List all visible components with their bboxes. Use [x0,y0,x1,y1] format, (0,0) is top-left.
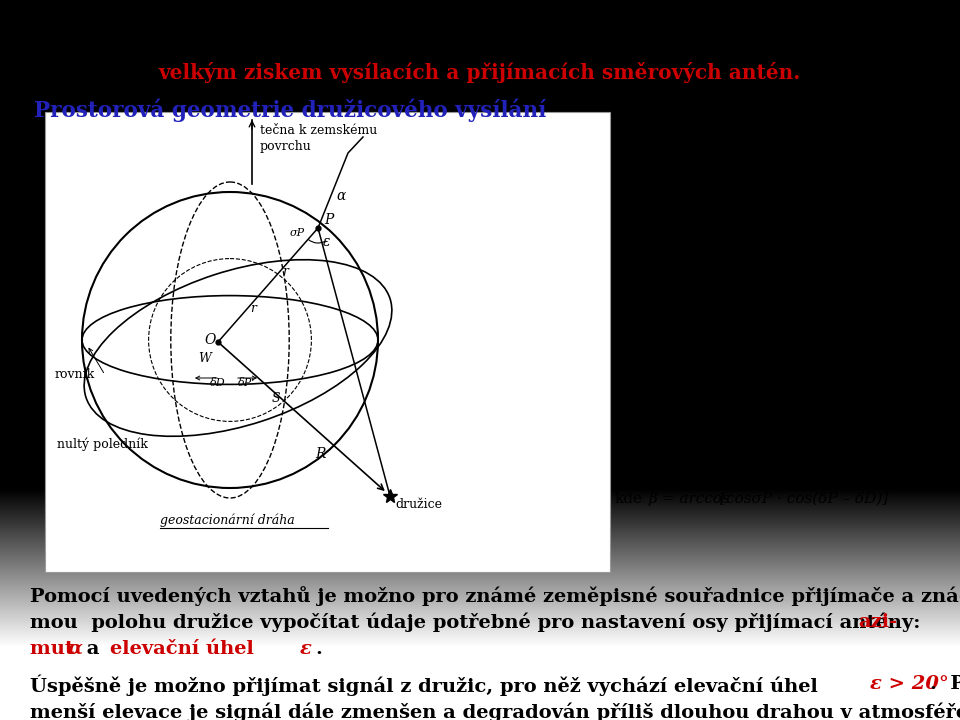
Text: ⎤: ⎤ [855,427,871,464]
Text: přijímací antény: přijímací antény [690,254,816,269]
Text: ·: · [798,421,807,435]
Text: δD,  δP: δD, δP [625,119,680,133]
Text: elevační úhel: elevační úhel [110,640,260,658]
Text: zeměpisná šířka přijímače: zeměpisná šířka přijímače [690,168,892,183]
Text: r: r [282,265,288,278]
Text: ε: ε [300,640,312,658]
Text: ...: ... [655,204,669,218]
Text: R: R [315,447,325,461]
Text: Protože  výkon transponderů  družice je omezen (stovky W), je třeba toto zmenšen: Protože výkon transponderů družice je om… [11,28,949,50]
Text: azi-: azi- [858,613,898,631]
Text: kde: kde [615,492,643,506]
Text: O: O [204,333,215,347]
Text: α: α [336,189,346,203]
Text: velkým ziskem vysílacích a přijímacích směrových antén.: velkým ziskem vysílacích a přijímacích s… [158,62,801,83]
Text: elevační úhel osy: elevační úhel osy [690,238,823,253]
Text: W: W [198,352,211,365]
Text: přijímače: přijímače [690,134,762,149]
Text: geostacionární dráha: geostacionární dráha [160,513,295,527]
Text: družice: družice [395,498,442,511]
Text: β = arccos: β = arccos [648,492,730,506]
Text: ⎡: ⎡ [680,427,695,464]
Text: ε: ε [323,235,330,249]
Text: sin(δP – δD): sin(δP – δD) [774,334,866,348]
Text: povrchu: povrchu [260,140,312,153]
Text: ⎤: ⎤ [791,427,806,464]
Text: r: r [250,302,256,315]
Text: ε > 20°: ε > 20° [870,675,948,693]
Text: ...: ... [655,239,669,253]
Text: .  Pro: . Pro [930,675,960,693]
Text: √1 – cos² δP cos²(δP – δD): √1 – cos² δP cos²(δP – δD) [733,362,906,375]
Text: α: α [68,640,83,658]
Text: rovník: rovník [55,368,95,381]
Text: rz: rz [767,410,782,424]
Text: S: S [272,392,280,405]
Text: Úspěšně je možno přijímat signál z družic, pro něž vychází elevační úhel: Úspěšně je možno přijímat signál z druži… [30,675,825,696]
Text: P: P [324,213,333,227]
Text: tečna k zemskému: tečna k zemskému [260,124,377,137]
Text: δD: δD [210,378,226,388]
Bar [45,112,610,572]
Text: azimut osy přijímací antény: azimut osy přijímací antény [690,203,903,218]
Text: .: . [315,640,322,658]
Text: mut: mut [30,640,81,658]
Text: 1: 1 [835,410,845,424]
Text: α = 180 + arcsin: α = 180 + arcsin [615,345,754,362]
Text: Prostorová geometrie družicového vysílání: Prostorová geometrie družicového vysílán… [34,98,546,122]
Text: α: α [625,204,636,218]
Text: nahradit: nahradit [88,62,192,82]
Text: mou  polohu družice vypočítat údaje potřebné pro nastavení osy přijímací antény:: mou polohu družice vypočítat údaje potře… [30,613,927,632]
Text: ⎡: ⎡ [685,427,700,464]
Text: cos β –: cos β – [695,421,747,435]
Text: sin β: sin β [822,434,858,448]
Text: a: a [80,640,113,658]
Text: ε = arclg: ε = arclg [615,419,688,436]
Text: nultý poledník: nultý poledník [57,438,148,451]
Text: menší elevace je signál dále zmenšen a degradován příliš dlouhou drahou v atmosf: menší elevace je signál dále zmenšen a d… [30,702,960,720]
Text: σP: σP [290,228,305,238]
Text: rz + R: rz + R [751,434,800,448]
Text: ε: ε [625,239,634,253]
Text: ...: ... [655,119,669,133]
Text: ,: , [870,421,879,435]
Text: [cosσP · cos(δP – δD)]: [cosσP · cos(δP – δD)] [720,492,888,506]
Text: σP: σP [625,169,646,183]
Text: zeměpisné délky družice,: zeměpisné délky družice, [690,118,885,133]
Text: Pomocí uvedených vztahů je možno pro známé zeměpisné souřadnice přijímače a zná-: Pomocí uvedených vztahů je možno pro zná… [30,586,960,606]
Text: δP': δP' [238,378,255,388]
Text: ...: ... [655,169,669,183]
